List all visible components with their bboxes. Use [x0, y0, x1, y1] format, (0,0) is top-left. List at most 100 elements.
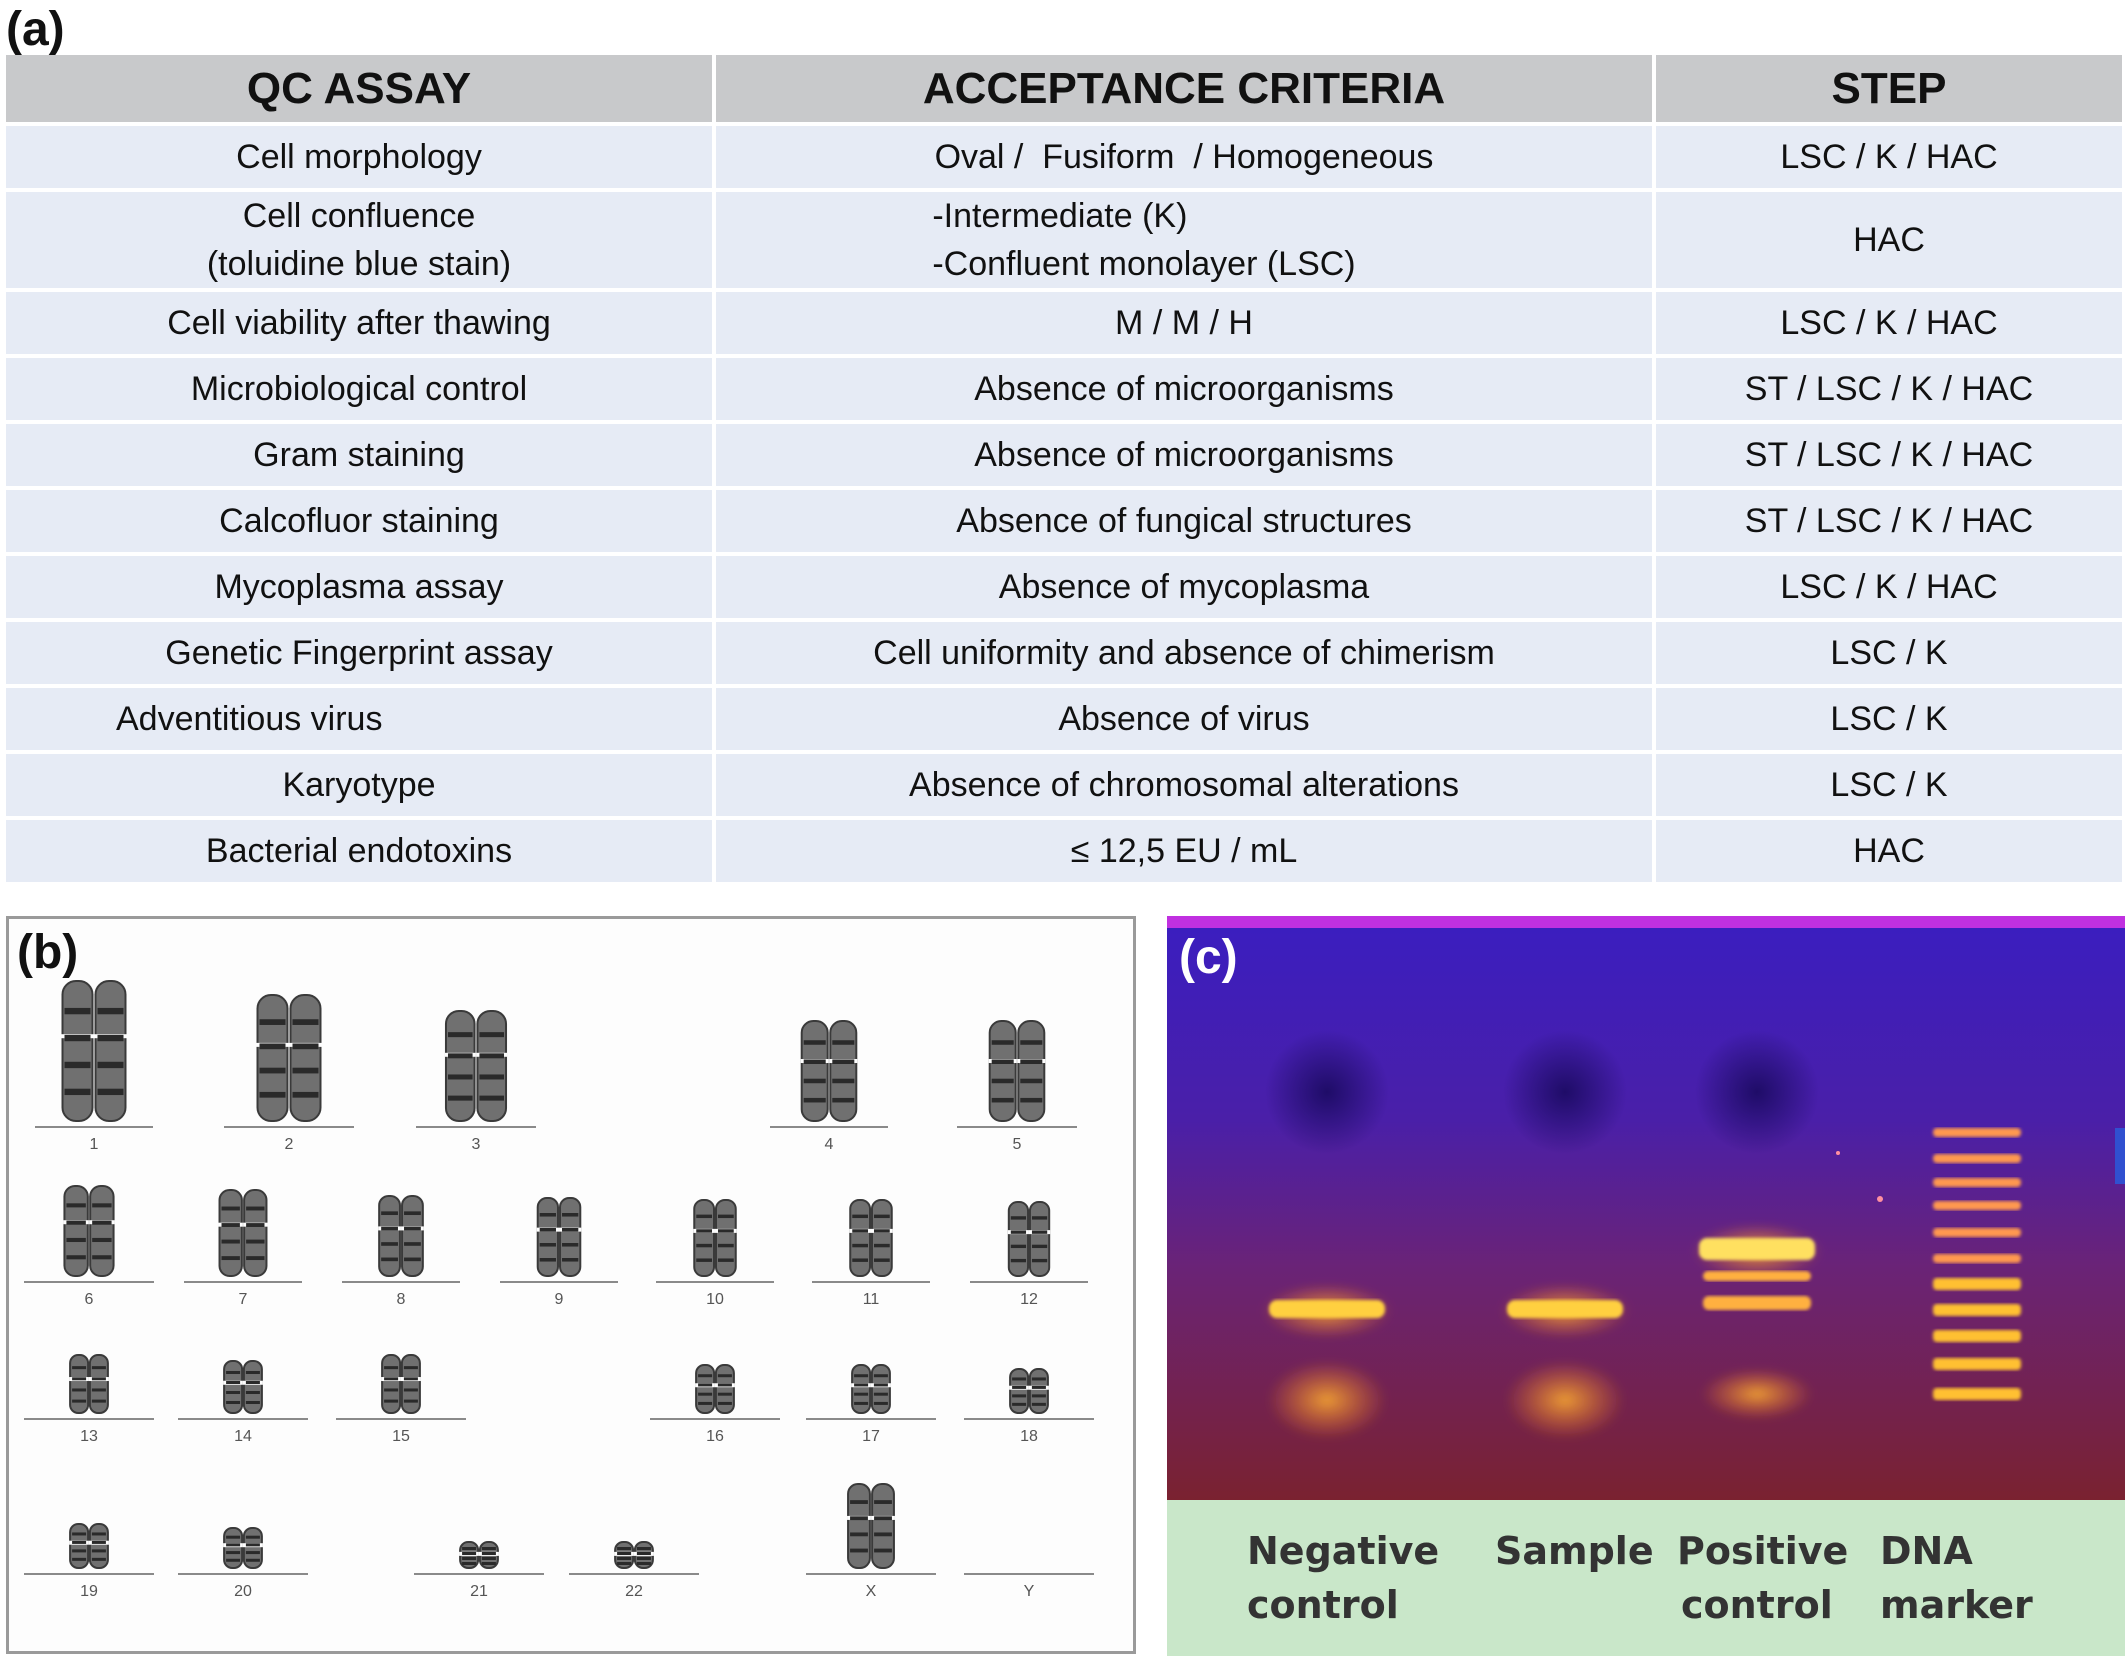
chromosome	[1009, 1368, 1030, 1414]
chromosome-band	[447, 1074, 473, 1080]
chromosome-band	[698, 1401, 713, 1405]
ladder-band	[1933, 1388, 2021, 1400]
chromosome-band	[221, 1239, 240, 1244]
qc-assay-table: QC ASSAY ACCEPTANCE CRITERIA STEP Cell m…	[6, 55, 2122, 886]
chromosome-pair: 7	[184, 1189, 302, 1308]
chromosome-band	[246, 1256, 265, 1261]
chromosome-band	[292, 1019, 319, 1025]
gel-band-glow	[1701, 1368, 1813, 1420]
chromosome-band	[481, 1552, 496, 1555]
gel-band	[1507, 1300, 1623, 1318]
chromosome-band	[850, 1532, 868, 1537]
chromosome	[988, 1020, 1017, 1122]
gel-speck	[1877, 1196, 1883, 1202]
ladder-band	[1933, 1178, 2021, 1187]
chromosome-band	[539, 1228, 556, 1232]
chromosome-band	[832, 1040, 855, 1045]
chromosome-pair: 3	[416, 1010, 536, 1153]
lane-label-line: Positive	[1677, 1529, 1849, 1573]
chromosome-band	[97, 1034, 124, 1042]
chromosome-band	[245, 1401, 260, 1404]
panel-label-c: (c)	[1179, 931, 1238, 984]
chromosome-band	[66, 1203, 86, 1208]
chromosome-band	[832, 1097, 855, 1103]
chromosome-number: 16	[706, 1428, 724, 1445]
chromosome-band	[92, 1203, 112, 1208]
chromosome-pair: 13	[24, 1354, 154, 1445]
header-step: STEP	[1654, 55, 2122, 126]
chromosome-band	[803, 1059, 826, 1065]
table-row: Adventitious virus Absence of virus LSC …	[6, 686, 2122, 754]
chromosome-band	[874, 1532, 892, 1537]
chromosome-band	[221, 1206, 240, 1211]
chromosome-band	[717, 1392, 732, 1396]
gel-edge-mark	[2115, 1128, 2125, 1184]
assay-cell: Microbiological control	[6, 356, 716, 424]
chromosome-pair: 19	[24, 1523, 154, 1600]
chromosome-band	[404, 1226, 421, 1231]
chromosome-band	[1010, 1258, 1027, 1263]
chromosome-band	[562, 1243, 579, 1247]
chromosome-band	[852, 1243, 869, 1248]
chromosome-band	[64, 1034, 91, 1042]
criteria-cell: Absence of microorganisms	[714, 356, 1656, 424]
chromosome-pair: X	[806, 1483, 936, 1600]
gel-well	[1695, 1030, 1819, 1154]
chromosome-band	[1010, 1230, 1027, 1234]
chromosome-band	[292, 1067, 319, 1074]
chromosome-number: 21	[470, 1583, 488, 1600]
chromosome-band	[1020, 1040, 1043, 1045]
chromosome	[870, 1199, 893, 1277]
chromosome-band	[873, 1229, 890, 1233]
ladder-band	[1933, 1304, 2021, 1316]
chromosome-band	[991, 1059, 1014, 1065]
chromosome-pair: 12	[970, 1201, 1088, 1308]
gel-panel: (c) Negative control Sample Positive con…	[1167, 916, 2125, 1656]
table-row: Microbiological control Absence of micro…	[6, 356, 2122, 424]
chromosome-band	[72, 1366, 87, 1370]
chromosome-band	[245, 1381, 260, 1384]
chromosome	[223, 1527, 244, 1569]
ladder-band	[1933, 1278, 2021, 1290]
chromosome-band	[873, 1383, 888, 1387]
lane-label-line: Sample	[1495, 1529, 1654, 1573]
chromosome-band	[873, 1374, 888, 1378]
chromosome-band	[873, 1401, 888, 1405]
chromosome-pair: 20	[178, 1527, 308, 1600]
chromosome-band	[259, 1019, 286, 1025]
chromosome-band	[462, 1547, 477, 1550]
chromosome-pair: 22	[569, 1541, 699, 1600]
chromosome	[476, 1010, 508, 1122]
chromosome-band	[874, 1516, 892, 1521]
chromosome-band	[617, 1562, 632, 1565]
lane-label-line: control	[1681, 1583, 1833, 1627]
criteria-cell: Absence of virus	[714, 686, 1656, 754]
chromosome	[243, 1189, 268, 1277]
chromosome-pair: 1	[35, 980, 153, 1153]
chromosome-band	[636, 1552, 651, 1555]
chromosome	[63, 1185, 89, 1277]
chromosome-band	[698, 1392, 713, 1396]
chromosome-band	[226, 1391, 241, 1394]
chromosome-band	[72, 1399, 87, 1403]
panel-label-a: (a)	[6, 3, 65, 56]
chromosome-band	[72, 1540, 87, 1544]
table-row: Cell morphology Oval / Fusiform / Homoge…	[6, 124, 2122, 192]
chromosome-band	[698, 1374, 713, 1378]
chromosome-band	[539, 1213, 556, 1217]
chromosome-number: 5	[1013, 1136, 1022, 1153]
chromosome	[223, 1360, 244, 1414]
lane-label-positive-control: Positive control	[1677, 1524, 1848, 1632]
table-row: Gram staining Absence of microorganisms …	[6, 422, 2122, 490]
chromosome-band	[64, 1061, 91, 1069]
gel-image	[1167, 916, 2125, 1656]
criteria-cell: -Intermediate (K) -Confluent monolayer (…	[714, 190, 1656, 292]
chromosome-band	[246, 1206, 265, 1211]
chromosome-band	[447, 1053, 473, 1059]
chromosome-band	[403, 1388, 418, 1392]
ladder-band	[1933, 1330, 2021, 1342]
chromosome-band	[226, 1371, 241, 1374]
step-cell: HAC	[1654, 190, 2122, 292]
chromosome-band	[64, 1088, 91, 1096]
chromosome	[256, 994, 289, 1122]
